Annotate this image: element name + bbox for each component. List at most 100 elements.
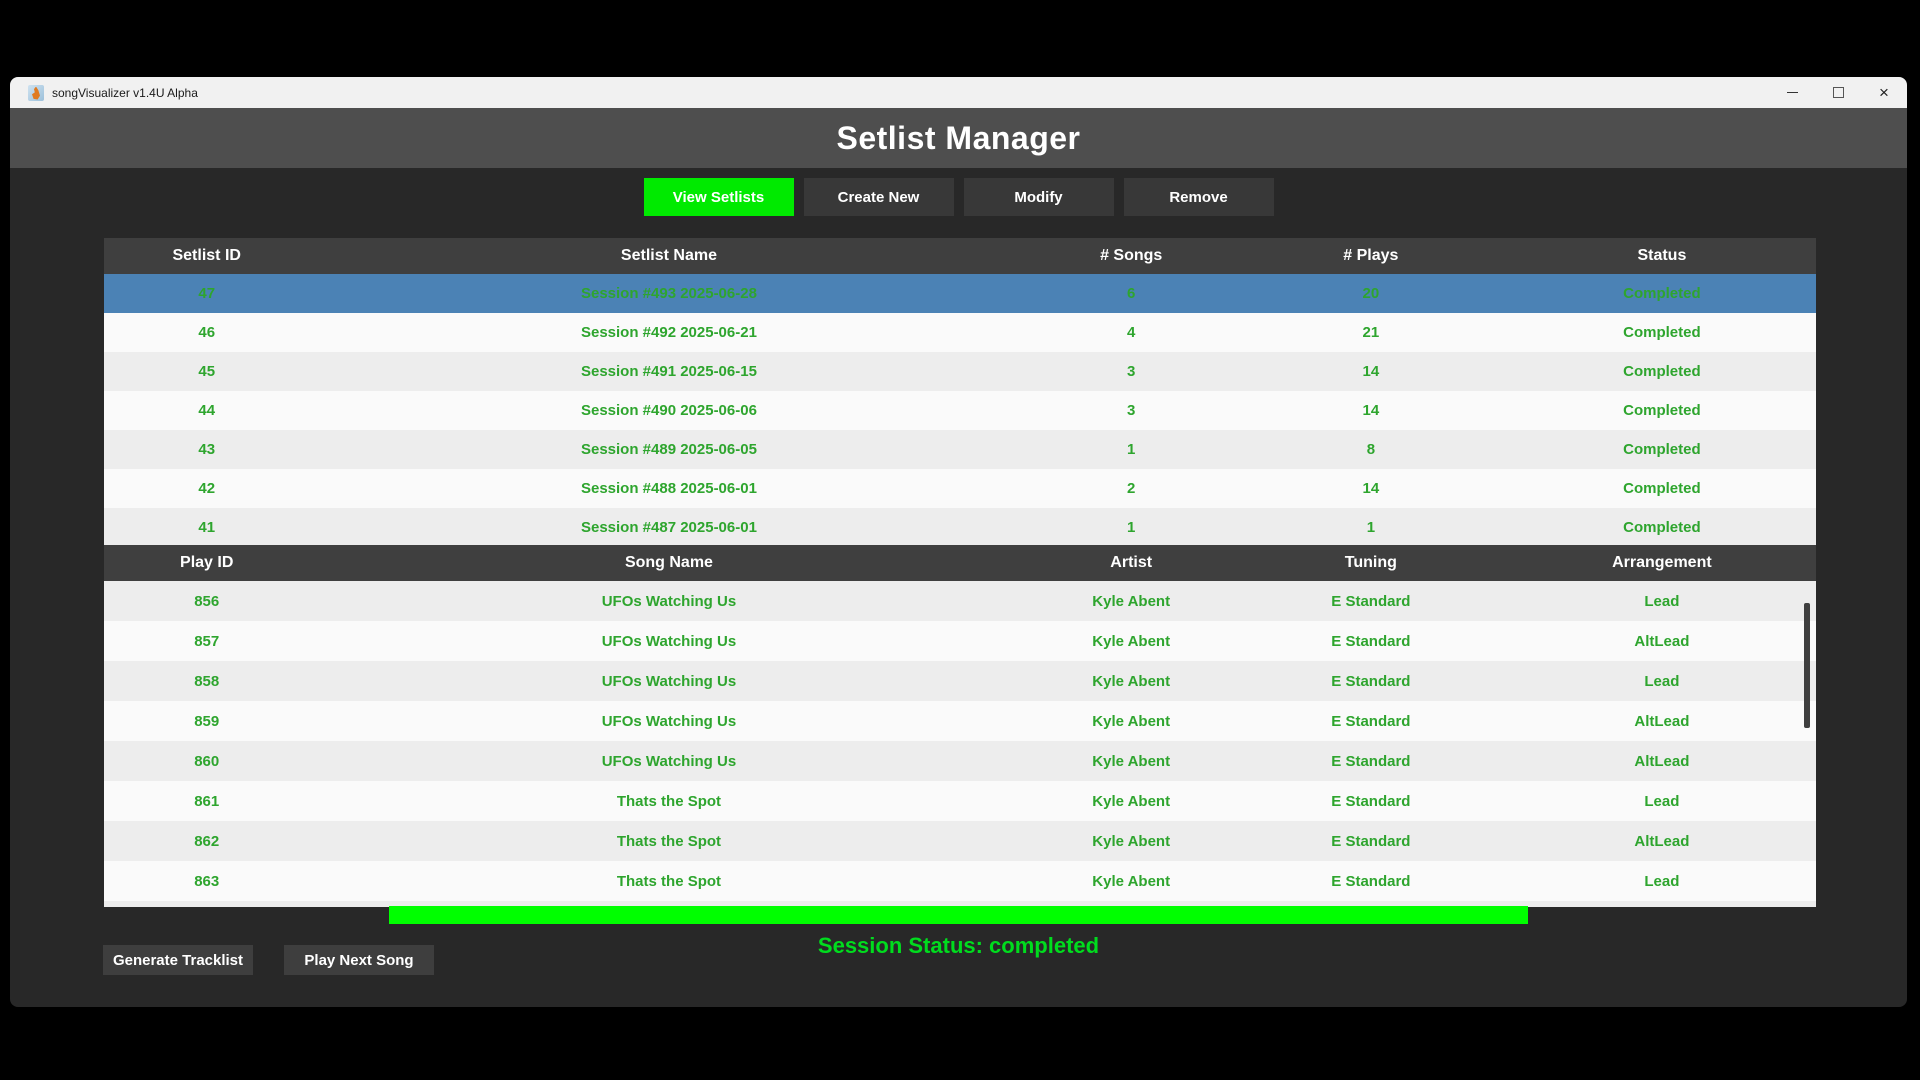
table-cell: Kyle Abent (1092, 872, 1171, 890)
table-row[interactable]: 859 UFOs Watching Us Kyle Abent E Standard A… (104, 701, 1816, 741)
table-row[interactable]: 860 UFOs Watching Us Kyle Abent E Standard A… (104, 741, 1816, 781)
tab-remove[interactable]: Remove (1123, 178, 1274, 216)
table-row[interactable]: 856 UFOs Watching Us Kyle Abent E Standard L… (104, 581, 1816, 621)
table-cell: Session #490 2025-06-06 (580, 402, 757, 419)
app-window: songVisualizer v1.4U Alpha × Setlist Man… (10, 77, 1907, 1007)
table-cell: 47 (198, 285, 216, 302)
table-cell: E Standard (1331, 752, 1411, 770)
titlebar: songVisualizer v1.4U Alpha × (10, 77, 1907, 108)
table-row[interactable]: 43 Session #489 2025-06-05 1 8 Completed (104, 430, 1816, 469)
table-cell: Kyle Abent (1092, 672, 1171, 690)
minimize-icon (1786, 92, 1798, 93)
table-header-row: Setlist ID Setlist Name # Songs # Plays Stat… (104, 238, 1816, 274)
table-cell: 21 (1362, 324, 1380, 341)
table-cell: 2 (1127, 480, 1136, 497)
column-header: Tuning (1344, 554, 1397, 571)
table-row[interactable]: 47 Session #493 2025-06-28 6 20 Completed (104, 274, 1816, 313)
table-cell: Completed (1623, 285, 1701, 302)
table-row[interactable]: 41 Session #487 2025-06-01 1 1 Completed (104, 508, 1816, 545)
table-cell: E Standard (1331, 672, 1411, 690)
table-cell: 1 (1127, 519, 1136, 536)
table-cell: E Standard (1331, 832, 1411, 850)
table-cell: Completed (1623, 363, 1701, 380)
table-cell: 860 (194, 752, 220, 770)
tab-bar: View Setlists Create New Modify Remove (10, 178, 1907, 216)
table-cell: E Standard (1331, 872, 1411, 890)
table-cell: 44 (198, 402, 216, 419)
table-cell: 858 (194, 672, 220, 690)
table-row[interactable]: 857 UFOs Watching Us Kyle Abent E Standard A… (104, 621, 1816, 661)
column-header: # Plays (1343, 247, 1399, 264)
table-cell: E Standard (1331, 792, 1411, 810)
maximize-button[interactable] (1815, 77, 1861, 108)
table-row[interactable]: 862 Thats the Spot Kyle Abent E Standard Alt… (104, 821, 1816, 861)
table-cell: Session #493 2025-06-28 (580, 285, 757, 302)
table-row[interactable]: 861 Thats the Spot Kyle Abent E Standard Lea… (104, 781, 1816, 821)
plays-scrollbar-thumb[interactable] (1804, 603, 1810, 728)
table-cell: Completed (1623, 519, 1701, 536)
table-cell: Kyle Abent (1092, 752, 1171, 770)
table-cell: UFOs Watching Us (601, 752, 737, 770)
table-cell: AltLead (1634, 712, 1690, 730)
table-cell: 859 (194, 712, 220, 730)
table-cell: 862 (194, 832, 220, 850)
table-cell: E Standard (1331, 592, 1411, 610)
table-header-row: Play ID Song Name Artist Tuning Arrangement (104, 545, 1816, 581)
table-row[interactable]: 863 Thats the Spot Kyle Abent E Standard Lea… (104, 861, 1816, 901)
table-row[interactable]: 44 Session #490 2025-06-06 3 14 Completed (104, 391, 1816, 430)
table-row[interactable]: 46 Session #492 2025-06-21 4 21 Completed (104, 313, 1816, 352)
column-header: Song Name (624, 554, 713, 571)
tab-create-new[interactable]: Create New (803, 178, 954, 216)
table-cell: AltLead (1634, 632, 1690, 650)
table-cell: Session #491 2025-06-15 (580, 363, 757, 380)
table-cell: 43 (198, 441, 216, 458)
table-cell: Thats the Spot (616, 792, 722, 810)
column-header: Artist (1110, 554, 1153, 571)
table-cell: 861 (194, 792, 220, 810)
table-cell: 14 (1362, 363, 1380, 380)
column-header: Play ID (180, 554, 234, 571)
table-cell: Kyle Abent (1092, 712, 1171, 730)
table-cell: Session #489 2025-06-05 (580, 441, 757, 458)
minimize-button[interactable] (1769, 77, 1815, 108)
table-row[interactable]: 858 UFOs Watching Us Kyle Abent E Standard L… (104, 661, 1816, 701)
table-cell: 14 (1362, 480, 1380, 497)
generate-tracklist-button[interactable]: Generate Tracklist (103, 945, 253, 975)
table-row[interactable]: 42 Session #488 2025-06-01 2 14 Completed (104, 469, 1816, 508)
table-cell: 857 (194, 632, 220, 650)
column-header: Setlist Name (620, 247, 717, 264)
maximize-icon (1832, 87, 1844, 98)
table-cell: Thats the Spot (616, 872, 722, 890)
table-cell: Completed (1623, 441, 1701, 458)
tab-modify[interactable]: Modify (963, 178, 1114, 216)
table-cell: Session #487 2025-06-01 (580, 519, 757, 536)
session-status-text: Session Status: completed (817, 933, 1100, 958)
table-cell: AltLead (1634, 752, 1690, 770)
column-header: # Songs (1100, 247, 1163, 264)
table-cell: Thats the Spot (616, 832, 722, 850)
window-title: songVisualizer v1.4U Alpha (52, 85, 198, 100)
table-cell: Lead (1644, 592, 1680, 610)
table-cell: 20 (1362, 285, 1380, 302)
table-cell: Completed (1623, 402, 1701, 419)
setlist-table: Setlist ID Setlist Name # Songs # Plays Stat… (104, 238, 1816, 545)
table-cell: 14 (1362, 402, 1380, 419)
table-cell: 46 (198, 324, 216, 341)
close-icon: × (1879, 83, 1889, 102)
table-cell: 4 (1127, 324, 1136, 341)
table-cell: Lead (1644, 792, 1680, 810)
table-cell: UFOs Watching Us (601, 592, 737, 610)
table-cell: 856 (194, 592, 220, 610)
table-cell: Session #492 2025-06-21 (580, 324, 757, 341)
tab-view-setlists[interactable]: View Setlists (643, 178, 794, 216)
table-row[interactable]: 45 Session #491 2025-06-15 3 14 Completed (104, 352, 1816, 391)
plays-table: Play ID Song Name Artist Tuning Arrangement 8… (104, 545, 1816, 907)
table-cell: UFOs Watching Us (601, 672, 737, 690)
close-button[interactable]: × (1861, 77, 1907, 108)
table-cell: 863 (194, 872, 220, 890)
table-cell: E Standard (1331, 632, 1411, 650)
table-cell: E Standard (1331, 712, 1411, 730)
table-row[interactable] (104, 901, 1816, 907)
table-cell: Lead (1644, 672, 1680, 690)
play-next-song-button[interactable]: Play Next Song (284, 945, 434, 975)
